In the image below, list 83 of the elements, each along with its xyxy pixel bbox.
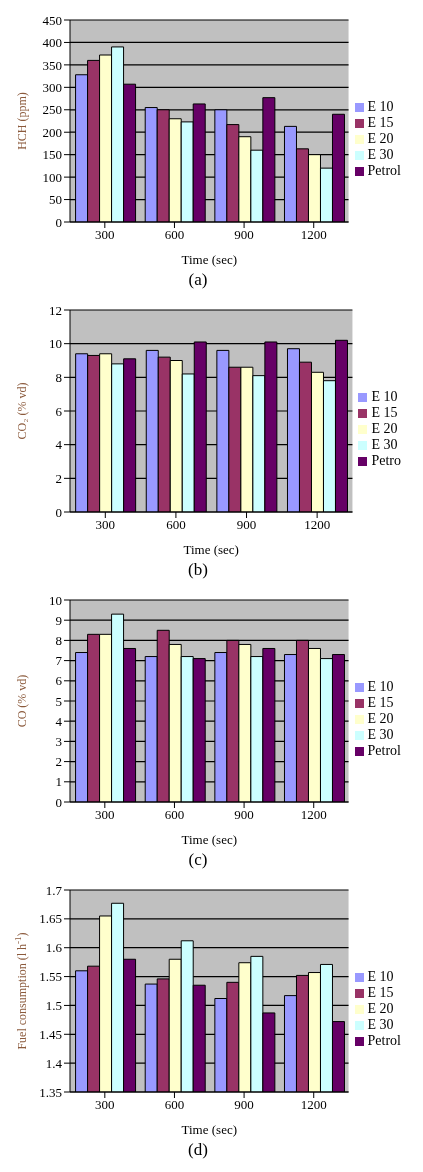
y-tick-label: 250 (42, 102, 62, 118)
x-axis-title: Time (sec) (181, 252, 238, 267)
legend-label: E 10 (367, 99, 394, 114)
y-tick-label: 1.65 (39, 911, 62, 927)
y-tick-label: 300 (42, 79, 62, 95)
y-tick-label: 50 (49, 192, 62, 208)
y-axis-title: HCH (ppm) (15, 92, 29, 150)
x-tick-label: 600 (164, 807, 185, 823)
x-tick-label: 600 (166, 517, 186, 533)
y-tick-label: 2 (55, 754, 62, 770)
x-tick-label: 600 (164, 227, 185, 243)
legend-label: E 30 (367, 1017, 394, 1032)
legend-label: E 15 (371, 405, 398, 420)
legend-label: E 15 (367, 115, 394, 130)
legend-label: E 10 (367, 679, 394, 694)
text: (a) (187, 270, 209, 290)
legend-label: E 10 (371, 389, 398, 404)
y-tick-label: 350 (42, 57, 62, 73)
y-tick-label: 0 (55, 504, 62, 520)
x-tick-label: 300 (95, 227, 115, 243)
x-tick-label: 900 (234, 227, 254, 243)
legend-label: Petrol (367, 743, 401, 758)
x-tick-label: 300 (95, 1097, 115, 1113)
x-tick-label: 900 (234, 807, 254, 823)
x-tick-label: 600 (164, 1097, 185, 1113)
legend-label: E 30 (371, 437, 398, 452)
y-tick-label: 1.4 (45, 1055, 63, 1071)
legend-label: Petrol (367, 1033, 401, 1048)
legend-label: E 20 (367, 131, 394, 146)
x-tick-label: 300 (95, 517, 116, 533)
x-axis-title: Time (sec) (181, 832, 238, 847)
x-axis-title: Time (sec) (181, 1122, 238, 1137)
text: (c) (187, 850, 209, 870)
y-tick-label: 1.6 (45, 940, 63, 956)
x-tick-label: 1200 (300, 807, 327, 823)
y-axis-title: CO₂ (% vd) (15, 382, 29, 440)
y-tick-label: 6 (55, 673, 63, 689)
x-tick-label: 900 (234, 1097, 254, 1113)
y-tick-label: 1.5 (45, 998, 62, 1014)
y-tick-label: 0 (55, 214, 62, 230)
x-tick-label: 1200 (300, 1097, 327, 1113)
y-tick-label: 3 (55, 734, 62, 750)
legend-label: Petro (371, 453, 401, 468)
legend-label: Petrol (367, 163, 401, 178)
y-tick-label: 10 (49, 336, 62, 352)
y-tick-label: 450 (42, 12, 62, 28)
y-tick-label: 8 (55, 633, 62, 649)
y-tick-label: 1 (55, 774, 62, 790)
legend-label: E 15 (367, 695, 394, 710)
y-tick-label: 5 (55, 693, 62, 709)
x-tick-label: 1200 (304, 517, 331, 533)
y-tick-label: 12 (49, 302, 62, 318)
y-tick-label: 6 (55, 403, 63, 419)
x-tick-label: 300 (95, 807, 115, 823)
legend-label: E 20 (371, 421, 398, 436)
y-tick-label: 4 (55, 437, 63, 453)
y-tick-label: 1.35 (39, 1084, 62, 1100)
x-axis-title: Time (sec) (183, 542, 239, 557)
y-tick-label: 7 (55, 653, 63, 669)
y-tick-label: 1.45 (39, 1026, 62, 1042)
x-tick-label: 900 (236, 517, 257, 533)
y-tick-label: 8 (55, 369, 62, 385)
y-axis-title: CO (% vd) (15, 674, 29, 728)
legend-label: E 20 (367, 711, 394, 726)
y-tick-label: 10 (49, 592, 62, 608)
y-tick-label: 0 (55, 794, 62, 810)
y-tick-label: 150 (42, 147, 62, 163)
text: (b) (187, 560, 209, 580)
text: (d) (187, 1140, 209, 1160)
x-tick-label: 1200 (300, 227, 327, 243)
legend-label: E 30 (367, 727, 394, 742)
y-tick-label: 9 (55, 612, 62, 628)
legend-label: E 10 (367, 969, 394, 984)
y-tick-label: 200 (42, 124, 62, 140)
y-tick-label: 2 (55, 470, 62, 486)
y-tick-label: 400 (42, 35, 62, 51)
y-tick-label: 4 (55, 713, 63, 729)
y-tick-label: 1.7 (45, 882, 63, 898)
y-tick-label: 100 (42, 169, 62, 185)
legend-label: E 30 (367, 147, 394, 162)
y-tick-label: 1.55 (39, 969, 62, 985)
legend-label: E 20 (367, 1001, 394, 1016)
legend-label: E 15 (367, 985, 394, 1000)
